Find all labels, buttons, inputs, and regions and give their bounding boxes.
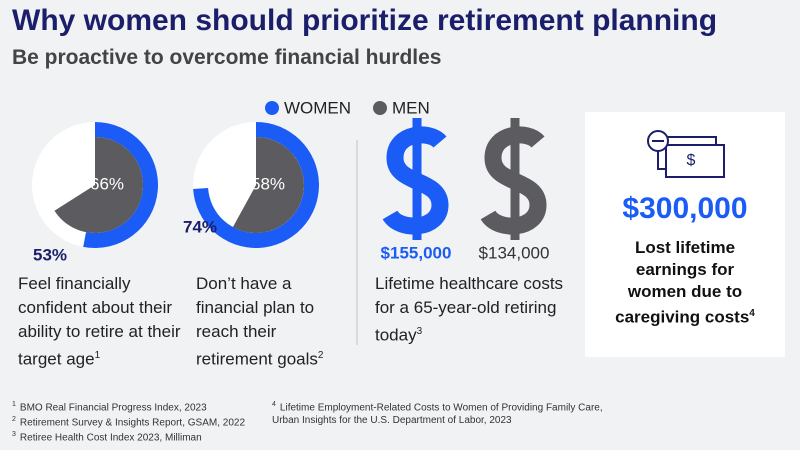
footnote-ref: 2 — [12, 416, 16, 423]
footnote-ref: 4 — [272, 401, 276, 408]
legend-swatch — [265, 101, 279, 115]
men-label: 58% — [251, 174, 285, 193]
dollar-icon — [480, 118, 547, 240]
footnote-ref: 1 — [94, 350, 101, 361]
footnote-text: Retiree Health Cost Index 2023, Milliman — [19, 432, 202, 444]
footnote-ref: 1 — [12, 401, 16, 408]
caption-text: Don’t have a financial plan to reach the… — [196, 274, 318, 369]
footnote-ref: 3 — [416, 326, 423, 337]
title: Why women should prioritize retirement p… — [12, 4, 718, 37]
footnote: 2 Retirement Survey & Insights Report, GS… — [12, 413, 252, 429]
footnote-ref: 4 — [749, 308, 755, 319]
footnote-text: Retirement Survey & Insights Report, GSA… — [19, 417, 246, 429]
caption: Feel financially confident about their a… — [18, 272, 188, 372]
subtitle: Be proactive to overcome financial hurdl… — [12, 46, 442, 69]
card-icon: $ — [647, 130, 725, 178]
men-label: 66% — [90, 174, 124, 193]
footnote-ref: 2 — [317, 350, 324, 361]
footnote-ref: 3 — [12, 431, 16, 438]
value-label: $134,000 — [479, 243, 550, 262]
legend-label: MEN — [392, 98, 430, 117]
footnote: 3 Retiree Health Cost Index 2023, Millima… — [12, 428, 252, 444]
footnote-text: BMO Real Financial Progress Index, 2023 — [19, 402, 207, 414]
dollar-icon — [382, 118, 449, 240]
svg-text:$: $ — [687, 152, 696, 169]
women-arc — [83, 122, 158, 248]
card-amount: $300,000 — [622, 192, 748, 225]
footnote: 4 Lifetime Employment-Related Costs to Wo… — [272, 398, 632, 427]
card-caption-text: Lost lifetime earnings for women due to … — [615, 238, 750, 327]
caption: Don’t have a financial plan to reach the… — [196, 272, 356, 372]
caption: Lifetime healthcare costs for a 65-year-… — [375, 272, 565, 348]
footnote-text: Lifetime Employment-Related Costs to Wom… — [272, 402, 603, 427]
women-label: 53% — [33, 245, 67, 264]
legend-swatch — [373, 101, 387, 115]
caption-text: Feel financially confident about their a… — [18, 274, 181, 369]
value-label: $155,000 — [381, 243, 452, 262]
footnote: 1 BMO Real Financial Progress Index, 2023 — [12, 398, 252, 414]
caption-text: Lifetime healthcare costs for a 65-year-… — [375, 274, 564, 345]
men-wedge — [232, 137, 304, 233]
card-caption: Lost lifetime earnings for women due to … — [605, 237, 765, 329]
men-wedge — [54, 137, 143, 234]
legend-label: WOMEN — [284, 98, 351, 117]
women-label: 74% — [183, 217, 217, 236]
